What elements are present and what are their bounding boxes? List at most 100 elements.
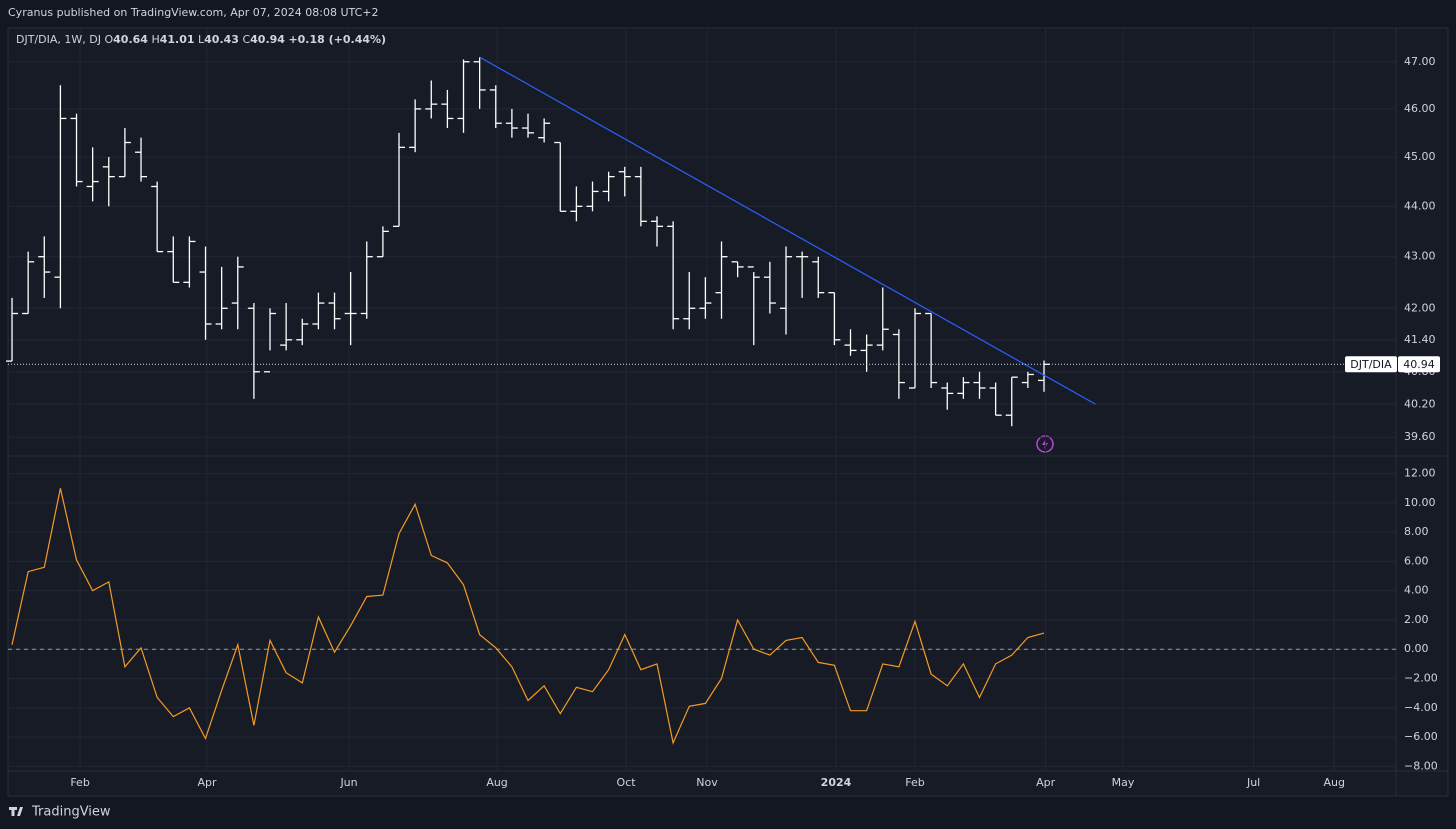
- oscillator-line: [11, 488, 1045, 745]
- last-price-box: [1398, 356, 1440, 373]
- ohlc-bar: [102, 157, 115, 207]
- ohlc-bar: [618, 166, 631, 197]
- ohlc-bar: [296, 318, 309, 346]
- x-tick-label: Aug: [1324, 776, 1345, 789]
- ohlc-bar: [135, 137, 148, 182]
- legend-field-value: 41.01: [160, 33, 195, 46]
- ohlc-bar: [925, 312, 938, 388]
- y-tick-label: 0.00: [1404, 642, 1429, 655]
- ohlc-bar: [505, 108, 518, 138]
- ohlc-bar: [892, 329, 905, 399]
- legend-field-value: 40.94: [250, 33, 285, 46]
- last-price-label: 40.94: [1403, 358, 1435, 371]
- x-tick-label: Jun: [339, 776, 357, 789]
- legend-field-label: C: [242, 33, 250, 46]
- ohlc-bar: [344, 272, 357, 346]
- ohlc-bar: [151, 181, 164, 253]
- y-tick-label: 12.00: [1404, 467, 1436, 480]
- ohlc-bar: [312, 292, 325, 330]
- ohlc-bar: [989, 382, 1002, 416]
- ohlc-bar: [683, 272, 696, 330]
- ohlc-bar: [860, 334, 873, 372]
- x-tick-label: Nov: [696, 776, 718, 789]
- ohlc-bar: [522, 113, 535, 138]
- ohlc-bar: [586, 181, 599, 212]
- ohlc-bar: [634, 166, 647, 227]
- ohlc-bar: [6, 297, 19, 362]
- ohlc-bar: [731, 261, 744, 278]
- ohlc-bar: [199, 246, 212, 340]
- ohlc-bar: [70, 113, 83, 187]
- ohlc-bar: [1005, 376, 1018, 427]
- y-tick-label: 41.40: [1404, 333, 1436, 346]
- x-tick-label: Aug: [486, 776, 507, 789]
- x-tick-label: Feb: [905, 776, 924, 789]
- ohlc-bar: [231, 256, 244, 330]
- y-tick-label: 43.00: [1404, 250, 1436, 263]
- y-tick-label: 45.00: [1404, 150, 1436, 163]
- ohlc-bar: [118, 128, 131, 178]
- last-price-name: DJT/DIA: [1350, 358, 1392, 371]
- ohlc-bar: [828, 292, 841, 346]
- ohlc-bar: [957, 377, 970, 399]
- ohlc-bar: [54, 85, 67, 309]
- y-tick-label: 46.00: [1404, 102, 1436, 115]
- y-tick-label: −6.00: [1404, 730, 1438, 743]
- y-tick-label: 44.00: [1404, 199, 1436, 212]
- legend: DJT/DIA, 1W, DJ O40.64 H41.01 L40.43 C40…: [16, 33, 386, 46]
- ohlc-bar: [844, 329, 857, 356]
- ohlc-bar: [715, 241, 728, 319]
- footer: TradingView: [31, 805, 111, 820]
- ohlc-bar: [570, 186, 583, 222]
- ohlc-bar: [183, 236, 196, 288]
- y-tick-label: 40.20: [1404, 397, 1436, 410]
- x-tick-label: May: [1112, 776, 1135, 789]
- ohlc-bar: [973, 371, 986, 399]
- publisher: Cyranus published on TradingView.com, Ap…: [8, 6, 378, 19]
- footer-logo: TradingView: [9, 805, 111, 820]
- ohlc-bar: [457, 59, 470, 133]
- alert-icon: [1036, 435, 1054, 453]
- ohlc-bar: [699, 277, 712, 319]
- ohlc-bar: [328, 292, 341, 330]
- ohlc-bar: [264, 308, 277, 373]
- ohlc-bar: [796, 251, 809, 298]
- ohlc-bar: [489, 85, 502, 129]
- ohlc-bar: [393, 132, 406, 227]
- x-tick-label: Oct: [617, 776, 637, 789]
- legend-change: +0.18 (+0.44%): [288, 33, 386, 46]
- legend-field-label: O: [104, 33, 113, 46]
- ohlc-bar: [812, 256, 825, 298]
- ohlc-bar: [473, 57, 486, 109]
- trendline: [479, 56, 1096, 405]
- last-price-name-box: [1345, 356, 1397, 373]
- legend-field-label: L: [198, 33, 205, 46]
- ohlc-bar: [38, 236, 51, 298]
- ohlc-bar: [376, 226, 389, 258]
- legend-field-label: H: [151, 33, 159, 46]
- chart-frame: [7, 27, 1449, 797]
- ohlc-bar: [280, 303, 293, 351]
- x-tick-label: Jul: [1246, 776, 1260, 789]
- ohlc-bar: [360, 241, 373, 319]
- ohlc-bar: [1021, 371, 1034, 388]
- y-tick-label: 4.00: [1404, 584, 1429, 597]
- ohlc-bar: [780, 246, 793, 335]
- x-tick-label: Feb: [70, 776, 89, 789]
- ohlc-bar: [86, 147, 99, 202]
- y-tick-label: −2.00: [1404, 672, 1438, 685]
- y-tick-label: 8.00: [1404, 525, 1429, 538]
- ohlc-bar: [602, 171, 615, 202]
- ohlc-bar: [409, 99, 422, 153]
- ohlc-bar: [747, 266, 760, 346]
- ohlc-bar: [425, 80, 438, 119]
- ohlc-bar: [909, 308, 922, 389]
- ohlc-bar: [941, 382, 954, 410]
- ohlc-bar: [763, 261, 776, 314]
- legend-field-value: 40.64: [113, 33, 148, 46]
- legend-field-value: 40.43: [204, 33, 239, 46]
- x-tick-label: Apr: [1036, 776, 1056, 789]
- ohlc-bar: [554, 141, 567, 212]
- y-tick-label: −4.00: [1404, 701, 1438, 714]
- y-tick-label: 39.60: [1404, 430, 1436, 443]
